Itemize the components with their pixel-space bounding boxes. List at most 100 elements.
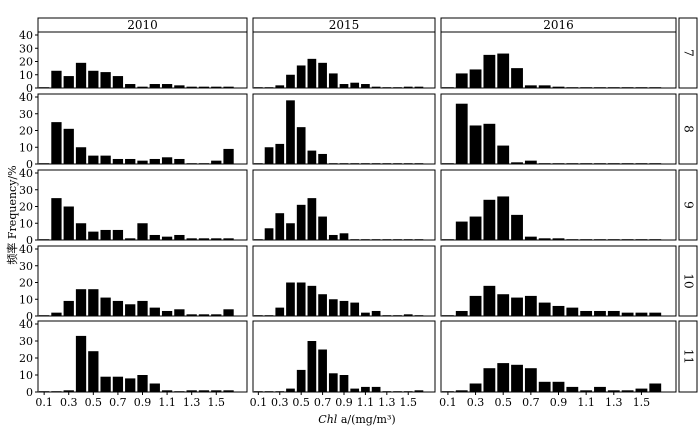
histogram-bar bbox=[361, 386, 370, 392]
histogram-bar bbox=[483, 199, 496, 240]
histogram-bar bbox=[524, 160, 537, 164]
y-tick-label: 0 bbox=[26, 386, 33, 399]
histogram-bar bbox=[403, 314, 413, 316]
histogram-bar bbox=[223, 390, 234, 392]
histogram-bar bbox=[566, 386, 579, 392]
histogram-bar bbox=[580, 310, 593, 316]
histogram-bar bbox=[566, 163, 579, 164]
histogram-bar bbox=[455, 221, 468, 240]
x-axis-title-unit: a/(mg/m³) bbox=[337, 413, 395, 426]
histogram-bar bbox=[469, 216, 482, 240]
histogram-bar bbox=[371, 386, 381, 392]
histogram-bar bbox=[318, 153, 327, 164]
histogram-bar bbox=[307, 150, 317, 164]
histogram-bar bbox=[211, 160, 222, 164]
histogram-bar bbox=[149, 84, 160, 88]
x-tick-label: 0.9 bbox=[335, 396, 353, 409]
histogram-bar bbox=[393, 239, 402, 240]
x-tick-label: 1.1 bbox=[577, 396, 595, 409]
y-tick-label: 40 bbox=[19, 91, 33, 104]
histogram-bar bbox=[594, 310, 606, 316]
histogram-bar bbox=[63, 76, 74, 88]
histogram-bar bbox=[455, 73, 468, 88]
histogram-bar bbox=[88, 70, 99, 88]
histogram-bar bbox=[361, 84, 370, 88]
histogram-bar bbox=[594, 239, 606, 240]
histogram-bar bbox=[649, 87, 662, 88]
histogram-bar bbox=[414, 86, 424, 88]
histogram-bar bbox=[414, 163, 424, 164]
histogram-bar bbox=[442, 87, 454, 88]
histogram-bar bbox=[39, 391, 50, 392]
histogram-bar bbox=[649, 163, 662, 164]
histogram-bar bbox=[88, 289, 99, 316]
x-tick-label: 0.9 bbox=[550, 396, 568, 409]
histogram-bar bbox=[635, 239, 648, 240]
y-tick-label: 10 bbox=[19, 293, 33, 306]
histogram-bar bbox=[63, 390, 74, 392]
histogram-bar bbox=[39, 315, 50, 316]
histogram-bar bbox=[63, 300, 74, 316]
histogram-bar bbox=[552, 381, 565, 392]
histogram-bar bbox=[594, 87, 606, 88]
panel-2016-row-7: 2016 bbox=[440, 17, 677, 89]
histogram-bar bbox=[594, 386, 606, 392]
row-strip-10: 10 bbox=[678, 245, 698, 317]
histogram-bar bbox=[264, 391, 274, 392]
column-strip-label: 2015 bbox=[329, 18, 360, 32]
histogram-bar bbox=[264, 315, 274, 316]
histogram-bar bbox=[51, 312, 62, 316]
y-tick-label: 10 bbox=[19, 69, 33, 82]
histogram-bar bbox=[211, 390, 222, 392]
histogram-bar bbox=[497, 145, 510, 164]
histogram-bar bbox=[621, 390, 634, 392]
histogram-bar bbox=[403, 163, 413, 164]
histogram-bar bbox=[254, 315, 263, 316]
y-tick-label: 30 bbox=[19, 184, 33, 197]
histogram-bar bbox=[161, 310, 173, 316]
histogram-bar bbox=[350, 82, 360, 88]
histogram-bar bbox=[382, 391, 392, 392]
row-strip-7: 7 bbox=[678, 17, 698, 89]
y-tick-label: 10 bbox=[19, 141, 33, 154]
histogram-bar bbox=[149, 158, 160, 164]
column-strip-label: 2010 bbox=[127, 18, 158, 32]
histogram-bar bbox=[275, 85, 285, 88]
histogram-bar bbox=[198, 390, 210, 392]
histogram-bar bbox=[100, 376, 111, 392]
histogram-bar bbox=[112, 229, 124, 240]
histogram-bar bbox=[552, 86, 565, 88]
x-tick-label: 0.1 bbox=[35, 396, 53, 409]
row-strip-label: 11 bbox=[682, 349, 696, 364]
histogram-bar bbox=[566, 307, 579, 316]
histogram-bar bbox=[607, 390, 620, 392]
panel-2016-row-8 bbox=[440, 93, 677, 165]
histogram-bar bbox=[442, 239, 454, 240]
histogram-bar bbox=[371, 310, 381, 316]
histogram-bar bbox=[125, 304, 136, 316]
histogram-bar bbox=[51, 122, 62, 164]
histogram-bar bbox=[286, 74, 295, 88]
histogram-bar bbox=[75, 62, 87, 88]
x-tick-label: 1.1 bbox=[158, 396, 176, 409]
histogram-bar bbox=[361, 312, 370, 316]
histogram-bar bbox=[511, 68, 523, 88]
histogram-bar bbox=[254, 391, 263, 392]
y-axis-title: 频率 Frequency/% bbox=[5, 165, 19, 264]
histogram-bar bbox=[186, 238, 197, 240]
histogram-bar bbox=[63, 206, 74, 240]
histogram-bar bbox=[552, 238, 565, 240]
histogram-bar bbox=[264, 228, 274, 240]
x-tick-label: 0.5 bbox=[85, 396, 103, 409]
histogram-bar bbox=[318, 294, 327, 316]
histogram-bar bbox=[198, 163, 210, 164]
x-tick-label: 0.3 bbox=[467, 396, 485, 409]
histogram-bar bbox=[414, 390, 424, 392]
histogram-bar bbox=[607, 163, 620, 164]
histogram-bar bbox=[211, 238, 222, 240]
panel-2015-row-10 bbox=[252, 245, 436, 317]
histogram-bar bbox=[286, 100, 295, 164]
histogram-bar bbox=[538, 163, 551, 164]
histogram-bar bbox=[350, 239, 360, 240]
histogram-bar bbox=[137, 86, 148, 88]
